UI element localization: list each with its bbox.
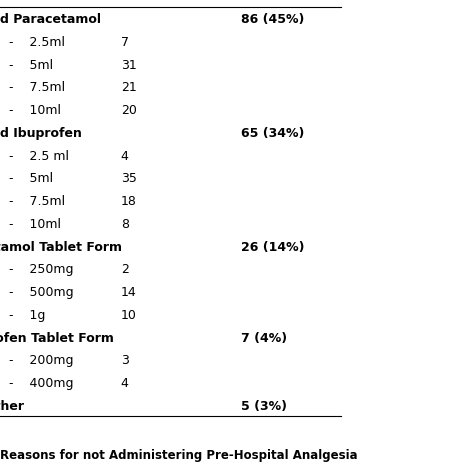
Text: 8: 8: [121, 218, 129, 231]
Text: -    7.5ml: - 7.5ml: [9, 195, 64, 208]
Text: 31: 31: [121, 58, 137, 72]
Text: 26 (14%): 26 (14%): [241, 240, 304, 254]
Text: -    5ml: - 5ml: [9, 58, 53, 72]
Text: 10: 10: [121, 309, 137, 322]
Text: -    250mg: - 250mg: [9, 263, 73, 276]
Text: Reasons for not Administering Pre-Hospital Analgesia: Reasons for not Administering Pre-Hospit…: [0, 449, 357, 462]
Text: 5 (3%): 5 (3%): [241, 400, 287, 413]
Text: Liquid Ibuprofen: Liquid Ibuprofen: [0, 127, 82, 140]
Text: 3: 3: [121, 354, 129, 367]
Text: 18: 18: [121, 195, 137, 208]
Text: -    5ml: - 5ml: [9, 172, 53, 185]
Text: -    7.5ml: - 7.5ml: [9, 81, 64, 94]
Text: Paracetamol Tablet Form: Paracetamol Tablet Form: [0, 240, 122, 254]
Text: -    2.5 ml: - 2.5 ml: [9, 149, 69, 163]
Text: -    200mg: - 200mg: [9, 354, 73, 367]
Text: 4: 4: [121, 377, 129, 390]
Text: 35: 35: [121, 172, 137, 185]
Text: 14: 14: [121, 286, 137, 299]
Text: Liquid Paracetamol: Liquid Paracetamol: [0, 13, 101, 26]
Text: 7: 7: [121, 36, 129, 49]
Text: 65 (34%): 65 (34%): [241, 127, 304, 140]
Text: 7 (4%): 7 (4%): [241, 331, 287, 345]
Text: Other: Other: [0, 400, 24, 413]
Text: 21: 21: [121, 81, 137, 94]
Text: 20: 20: [121, 104, 137, 117]
Text: -    2.5ml: - 2.5ml: [9, 36, 64, 49]
Text: 2: 2: [121, 263, 129, 276]
Text: -    1g: - 1g: [9, 309, 45, 322]
Text: Ibuprofen Tablet Form: Ibuprofen Tablet Form: [0, 331, 114, 345]
Text: -    500mg: - 500mg: [9, 286, 73, 299]
Text: 4: 4: [121, 149, 129, 163]
Text: -    400mg: - 400mg: [9, 377, 73, 390]
Text: -    10ml: - 10ml: [9, 218, 61, 231]
Text: 86 (45%): 86 (45%): [241, 13, 304, 26]
Text: -    10ml: - 10ml: [9, 104, 61, 117]
